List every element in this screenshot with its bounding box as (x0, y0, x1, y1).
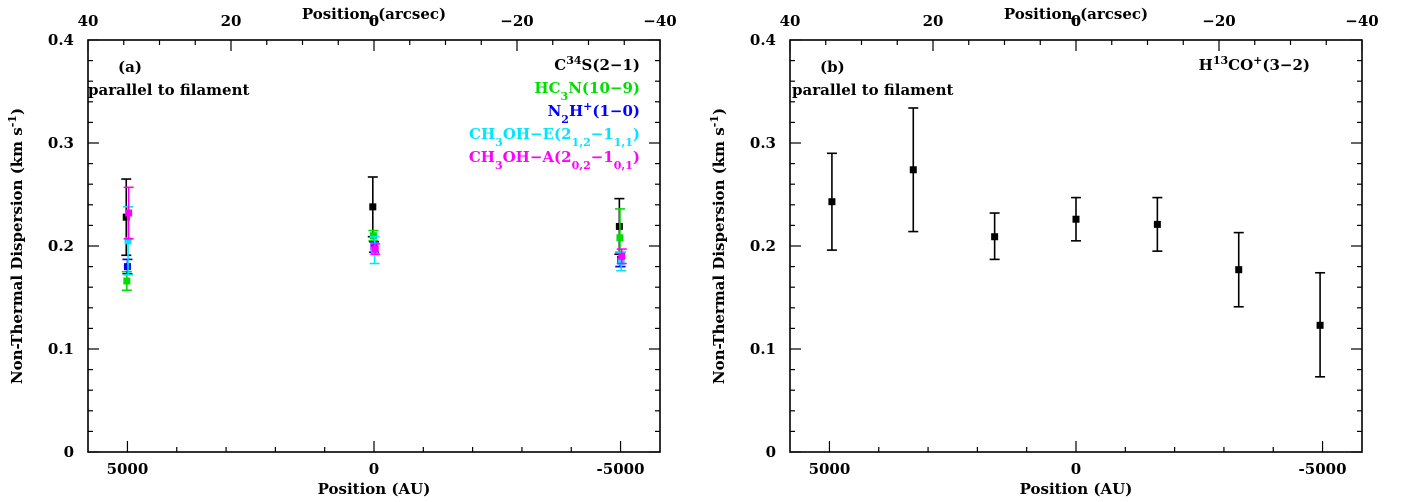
series-group (123, 186, 627, 265)
data-point (909, 166, 917, 174)
data-point (1235, 266, 1243, 274)
y-tick-label: 0.4 (750, 31, 776, 49)
y-tick-label: 0 (64, 443, 74, 461)
panel-a: 0 0.1 0.2 0.3 0.4 5000 0 -5000 40 20 0 −20 −40 Positi… (6, 5, 677, 498)
top-x-tick-label: 20 (923, 12, 944, 30)
top-x-axis-label: Position0(arcsec) (1004, 5, 1148, 29)
x-tick-label: 5000 (107, 460, 149, 478)
series-group (826, 107, 1326, 378)
annotation-text: parallel to filament (792, 81, 953, 99)
legend-entry: HC3N(10−9) (534, 79, 640, 103)
data-point (125, 209, 133, 217)
data-point (1153, 220, 1161, 228)
plot-frame (789, 39, 1363, 453)
data-point (123, 277, 131, 285)
top-x-tick-label: 0 (369, 12, 379, 30)
y-tick-label: 0.1 (48, 340, 74, 358)
legend-entry: CH3OH−E(21,2−11,1) (469, 125, 640, 149)
y-tick-label: 0.3 (48, 134, 74, 152)
legend-entry: H13CO+(3−2) (1199, 54, 1310, 75)
data-point (618, 252, 626, 260)
data-point (828, 198, 836, 206)
y-tick-label: 0.4 (48, 31, 74, 49)
panel-label: (a) (118, 58, 142, 76)
y-tick-label: 0.2 (750, 237, 776, 255)
top-x-tick-label: 40 (780, 12, 801, 30)
series-group (123, 206, 627, 276)
top-x-tick-label: −40 (1345, 12, 1378, 30)
data-point (369, 232, 377, 240)
x-tick-label: 0 (369, 460, 379, 478)
data-point (1072, 215, 1080, 223)
x-axis-label: Position (AU) (1020, 480, 1133, 498)
top-x-tick-label: 0 (1071, 12, 1081, 30)
legend-entry: N2H+(1−0) (548, 100, 640, 126)
y-tick-label: 0 (766, 443, 776, 461)
panel-b: 0 0.1 0.2 0.3 0.4 5000 0 -5000 40 20 0 −20 −40 Positi… (708, 5, 1379, 498)
legend-entry: CH3OH−A(20,2−10,1) (469, 148, 640, 172)
data-point (369, 203, 377, 211)
y-axis-label: Non-Thermal Dispersion (km s-1) (6, 108, 27, 384)
top-x-tick-label: 20 (221, 12, 242, 30)
x-tick-label: -5000 (1299, 460, 1347, 478)
top-x-axis-label: Position0(arcsec) (302, 5, 446, 29)
top-x-tick-label: 40 (78, 12, 99, 30)
data-point (122, 213, 130, 221)
data-point (616, 234, 624, 242)
legend-entry: C34S(2−1) (554, 54, 640, 75)
x-tick-label: 5000 (809, 460, 851, 478)
data-point (124, 237, 132, 245)
top-x-tick-label: −20 (1202, 12, 1235, 30)
x-tick-label: 0 (1071, 460, 1081, 478)
top-x-tick-label: −20 (500, 12, 533, 30)
data-point (991, 233, 999, 241)
top-x-tick-label: −40 (643, 12, 676, 30)
panel-label: (b) (820, 58, 845, 76)
data-point (1316, 321, 1324, 329)
y-axis-label: Non-Thermal Dispersion (km s-1) (708, 108, 729, 384)
annotation-text: parallel to filament (88, 81, 249, 99)
data-point (371, 245, 379, 253)
y-tick-label: 0.2 (48, 237, 74, 255)
x-tick-label: -5000 (597, 460, 645, 478)
y-tick-label: 0.3 (750, 134, 776, 152)
x-axis-label: Position (AU) (318, 480, 431, 498)
y-tick-label: 0.1 (750, 340, 776, 358)
